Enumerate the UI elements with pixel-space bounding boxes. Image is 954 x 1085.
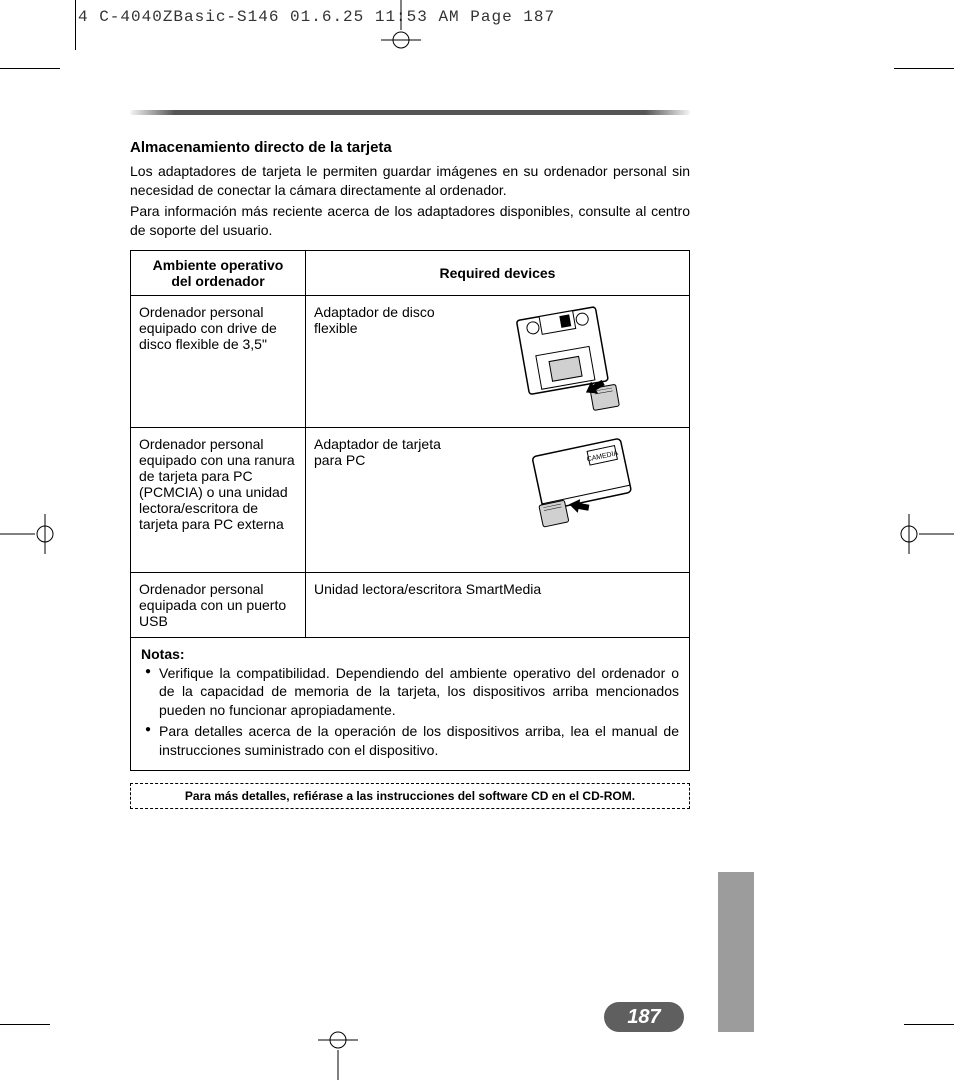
floppy-adapter-illustration	[462, 304, 681, 419]
page-content: Almacenamiento directo de la tarjeta Los…	[130, 110, 690, 809]
note-item: Verifique la compatibilidad. Dependiendo…	[145, 664, 679, 721]
table-header-cell: Required devices	[306, 251, 689, 295]
registration-mark-left	[0, 514, 60, 559]
table-header-cell: Ambiente operativo del ordenador	[131, 251, 306, 295]
crop-mark	[904, 1024, 954, 1025]
pc-card-adapter-illustration: CAMEDIA	[462, 436, 681, 536]
print-header: 4 C-4040ZBasic-S146 01.6.25 11:53 AM Pag…	[78, 8, 555, 26]
paragraph: Para información más reciente acerca de …	[130, 202, 690, 240]
table-cell: Ordenador personal equipado con drive de…	[131, 296, 306, 427]
table-cell: Ordenador personal equipado con una ranu…	[131, 428, 306, 572]
crop-mark	[894, 68, 954, 69]
crop-mark	[0, 68, 60, 69]
table-cell: Adaptador de tarjeta para PC CAMEDIA	[306, 428, 689, 572]
table-header-row: Ambiente operativo del ordenador Require…	[131, 251, 689, 296]
table-row: Ordenador personal equipado con drive de…	[131, 296, 689, 428]
table-cell: Ordenador personal equipada con un puert…	[131, 573, 306, 637]
text: Adaptador de disco flexible	[314, 304, 454, 336]
table-cell: Unidad lectora/escritora SmartMedia	[306, 573, 689, 637]
paragraph: Los adaptadores de tarjeta le permiten g…	[130, 162, 690, 200]
section-title: Almacenamiento directo de la tarjeta	[130, 139, 690, 156]
footer-note-box: Para más detalles, refiérase a las instr…	[130, 783, 690, 809]
note-item: Para detalles acerca de la operación de …	[145, 722, 679, 760]
registration-mark-top	[381, 0, 421, 55]
crop-mark	[75, 0, 76, 50]
devices-table: Ambiente operativo del ordenador Require…	[130, 250, 690, 771]
thumb-index-tab	[718, 872, 754, 1032]
table-row: Ordenador personal equipado con una ranu…	[131, 428, 689, 573]
notes-title: Notas:	[141, 646, 679, 662]
text: Unidad lectora/escritora SmartMedia	[314, 581, 681, 597]
text: Ambiente operativo	[153, 257, 284, 273]
text: del ordenador	[171, 273, 264, 289]
registration-mark-bottom	[318, 1030, 358, 1085]
table-cell: Adaptador de disco flexible	[306, 296, 689, 427]
text: Adaptador de tarjeta para PC	[314, 436, 454, 468]
decorative-divider	[130, 110, 690, 115]
notes-section: Notas: Verifique la compatibilidad. Depe…	[131, 638, 689, 770]
page-number-badge: 187	[604, 1002, 684, 1032]
table-row: Ordenador personal equipada con un puert…	[131, 573, 689, 638]
crop-mark	[0, 1024, 50, 1025]
registration-mark-right	[894, 514, 954, 559]
text: Required devices	[440, 265, 556, 281]
